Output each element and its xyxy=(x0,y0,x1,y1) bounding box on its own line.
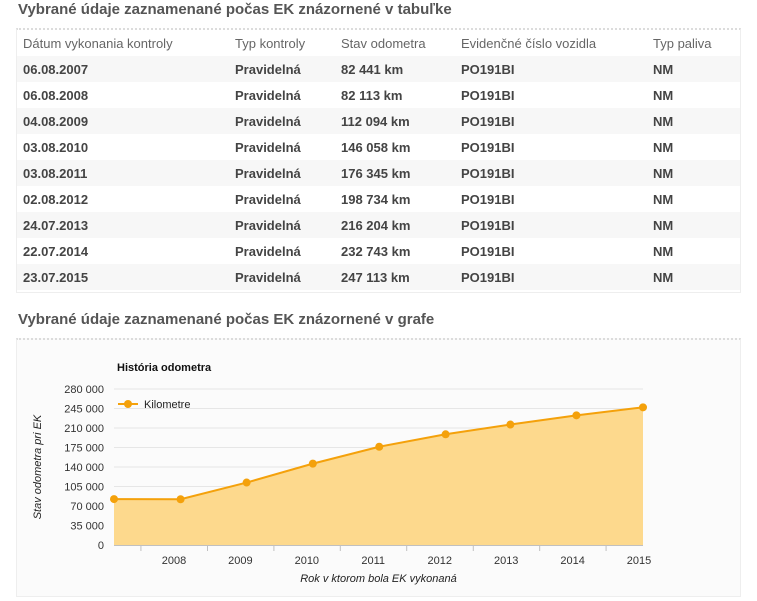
y-tick-label: 35 000 xyxy=(70,521,104,533)
y-tick-label: 280 000 xyxy=(64,384,104,396)
fuel-cell: NM xyxy=(653,191,674,207)
y-axis-title: Stav odometra pri EK xyxy=(32,414,44,519)
plate-cell: PO191BI xyxy=(455,264,647,290)
date-cell: 06.08.2007 xyxy=(17,56,229,82)
y-tick-label: 140 000 xyxy=(64,462,104,474)
check-type-cell: Pravidelná xyxy=(229,56,335,82)
y-tick-label: 70 000 xyxy=(70,501,104,513)
data-point xyxy=(176,495,185,504)
header-fuel: Typ paliva xyxy=(653,35,712,51)
odometer-cell: 216 204 km xyxy=(335,212,455,238)
header-check-type: Typ kontroly xyxy=(235,35,306,51)
table-header-row: Dátum vykonania kontroly Typ kontroly St… xyxy=(17,30,740,56)
odometer-cell: 82 441 km xyxy=(335,56,455,82)
table-row: 24.07.2013 Pravidelná 216 204 km PO191BI NM xyxy=(17,212,740,238)
legend-marker-icon xyxy=(124,400,132,408)
check-type-cell: Pravidelná xyxy=(229,160,335,186)
header-date: Dátum vykonania kontroly xyxy=(23,35,173,51)
date-cell: 24.07.2013 xyxy=(17,212,229,238)
table-row: 03.08.2011 Pravidelná 176 345 km PO191BI NM xyxy=(17,160,740,186)
plate-cell: PO191BI xyxy=(461,191,515,207)
table-row: 06.08.2008 Pravidelná 82 113 km PO191BI NM xyxy=(17,82,740,108)
odometer-cell: 112 094 km xyxy=(335,108,455,134)
plate-cell: PO191BI xyxy=(455,56,647,82)
fuel-cell: NM xyxy=(647,212,740,238)
legend-label: Kilometre xyxy=(144,399,190,411)
plate-cell: PO191BI xyxy=(455,160,647,186)
chart-section-title: Vybrané údaje zaznamenané počas EK znázo… xyxy=(18,311,435,328)
date-cell: 03.08.2010 xyxy=(23,139,89,155)
fuel-cell: NM xyxy=(653,87,674,103)
table-section-title: Vybrané údaje zaznamenané počas EK znázo… xyxy=(18,1,452,18)
chart-panel: 0 35 000 70 000 105 000 140 000 175 000 210 00… xyxy=(16,338,741,597)
date-cell: 23.07.2015 xyxy=(17,264,229,290)
fuel-cell: NM xyxy=(647,56,740,82)
y-tick-label: 0 xyxy=(98,540,104,552)
y-tick-label: 175 000 xyxy=(64,443,104,455)
data-point xyxy=(506,420,515,429)
odometer-cell: 198 734 km xyxy=(341,191,411,207)
data-point xyxy=(308,459,317,468)
x-axis-title: Rok v ktorom bola EK vykonaná xyxy=(300,573,457,585)
odometer-cell: 146 058 km xyxy=(341,139,411,155)
check-type-cell: Pravidelná xyxy=(235,191,301,207)
fuel-cell: NM xyxy=(647,108,740,134)
odometer-chart: 0 35 000 70 000 105 000 140 000 175 000 210 00… xyxy=(32,362,651,585)
odometer-cell: 176 345 km xyxy=(335,160,455,186)
y-tick-label: 245 000 xyxy=(64,404,104,416)
plate-cell: PO191BI xyxy=(461,87,515,103)
chart-title: História odometra xyxy=(117,362,212,374)
odometer-table: Dátum vykonania kontroly Typ kontroly St… xyxy=(17,30,740,290)
data-point xyxy=(375,442,384,451)
fuel-cell: NM xyxy=(653,139,674,155)
fuel-cell: NM xyxy=(647,160,740,186)
plate-cell: PO191BI xyxy=(461,243,515,259)
series-area xyxy=(114,407,643,545)
date-cell: 03.08.2011 xyxy=(17,160,229,186)
x-tick-label: 2014 xyxy=(560,555,584,567)
odometer-cell: 247 113 km xyxy=(335,264,455,290)
date-cell: 02.08.2012 xyxy=(23,191,89,207)
data-point xyxy=(110,495,118,504)
plate-cell: PO191BI xyxy=(461,139,515,155)
check-type-cell: Pravidelná xyxy=(229,212,335,238)
fuel-cell: NM xyxy=(647,264,740,290)
data-point xyxy=(242,478,251,487)
check-type-cell: Pravidelná xyxy=(235,87,301,103)
check-type-cell: Pravidelná xyxy=(235,243,301,259)
y-tick-label: 210 000 xyxy=(64,423,104,435)
odometer-cell: 82 113 km xyxy=(341,87,403,103)
table-row: 04.08.2009 Pravidelná 112 094 km PO191BI NM xyxy=(17,108,740,134)
odometer-table-panel: Dátum vykonania kontroly Typ kontroly St… xyxy=(16,28,741,293)
x-tick-label: 2009 xyxy=(228,555,252,567)
header-plate: Evidenčné číslo vozidla xyxy=(461,35,597,51)
table-row: 03.08.2010 Pravidelná 146 058 km PO191BI NM xyxy=(17,134,740,160)
date-cell: 22.07.2014 xyxy=(23,243,89,259)
data-point xyxy=(639,403,647,412)
date-cell: 06.08.2008 xyxy=(23,87,89,103)
fuel-cell: NM xyxy=(653,243,674,259)
table-body: 06.08.2007 Pravidelná 82 441 km PO191BI NM 06… xyxy=(17,56,740,290)
plate-cell: PO191BI xyxy=(455,108,647,134)
x-tick-label: 2015 xyxy=(627,555,651,567)
check-type-cell: Pravidelná xyxy=(229,108,335,134)
table-row: 02.08.2012 Pravidelná 198 734 km PO191BI NM xyxy=(17,186,740,212)
odometer-cell: 232 743 km xyxy=(341,243,411,259)
x-tick-label: 2010 xyxy=(295,555,319,567)
x-tick-label: 2013 xyxy=(494,555,518,567)
x-tick-label: 2012 xyxy=(428,555,452,567)
data-point xyxy=(572,411,581,420)
table-row: 22.07.2014 Pravidelná 232 743 km PO191BI NM xyxy=(17,238,740,264)
table-row: 06.08.2007 Pravidelná 82 441 km PO191BI NM xyxy=(17,56,740,82)
data-point xyxy=(441,430,450,439)
x-tick-label: 2008 xyxy=(162,555,186,567)
plate-cell: PO191BI xyxy=(455,212,647,238)
header-odometer: Stav odometra xyxy=(341,35,426,51)
date-cell: 04.08.2009 xyxy=(17,108,229,134)
table-row: 23.07.2015 Pravidelná 247 113 km PO191BI NM xyxy=(17,264,740,290)
check-type-cell: Pravidelná xyxy=(229,264,335,290)
y-tick-label: 105 000 xyxy=(64,482,104,494)
check-type-cell: Pravidelná xyxy=(235,139,301,155)
x-tick-label: 2011 xyxy=(361,555,385,567)
